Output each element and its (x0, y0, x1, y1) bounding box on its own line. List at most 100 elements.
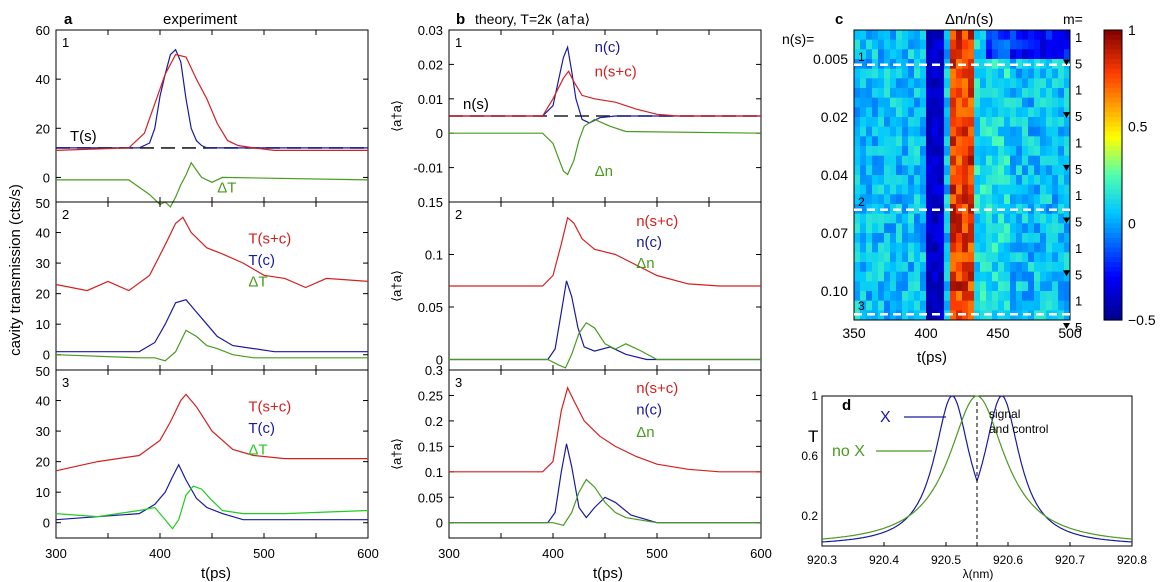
ytick-label-a3: 0 (43, 516, 50, 531)
heatmap-cell (1046, 213, 1053, 224)
heatmap-cell (938, 136, 945, 147)
heatmap-cell (896, 126, 903, 137)
heatmap-cell (938, 262, 945, 273)
heatmap-cell (938, 291, 945, 302)
heatmap-cell (938, 126, 945, 137)
heatmap-cell (938, 39, 945, 50)
heatmap-cell (1004, 68, 1011, 79)
heatmap-cell (986, 184, 993, 195)
heatmap-cell (944, 39, 951, 50)
heatmap-cell (896, 136, 903, 147)
heatmap-cell (992, 39, 999, 50)
heatmap-cell (938, 223, 945, 234)
heatmap-cell (932, 39, 939, 50)
heatmap-cell (896, 213, 903, 224)
heatmap-cell (860, 271, 867, 282)
heatmap-cell (1064, 97, 1071, 108)
colorbar-cell (1104, 271, 1122, 278)
heatmap-cell (1028, 175, 1035, 186)
heatmap-cell (1004, 291, 1011, 302)
heatmap-cell (860, 242, 867, 253)
heatmap-cell (896, 97, 903, 108)
heatmap-cell (1046, 117, 1053, 128)
ytick-label-b1: 0 (436, 126, 443, 141)
heatmap-cell (968, 97, 975, 108)
heatmap-cell (944, 68, 951, 79)
heatmap-cell (962, 262, 969, 273)
series-line-a2 (56, 299, 368, 353)
ytick-label-a2: 30 (36, 256, 50, 271)
heatmap-cell (1058, 242, 1065, 253)
panel-d-xtick-label: 920.3 (807, 553, 837, 567)
ytick-label-b2: 0 (436, 353, 443, 368)
heatmap-cell (992, 223, 999, 234)
heatmap-cell (962, 271, 969, 282)
heatmap-cell (884, 213, 891, 224)
heatmap-cell (1064, 271, 1071, 282)
heatmap-cell (1004, 146, 1011, 157)
heatmap-cell (932, 97, 939, 108)
heatmap-cell (980, 146, 987, 157)
heatmap-cell (854, 175, 861, 186)
heatmap-cell (872, 107, 879, 118)
heatmap-cell (968, 88, 975, 99)
heatmap-cell (1064, 291, 1071, 302)
heatmap-cell (890, 184, 897, 195)
heatmap-cell (854, 262, 861, 273)
heatmap-cell (998, 97, 1005, 108)
ylabel-b2: ⟨a†a⟩ (389, 270, 404, 302)
heatmap-cell (926, 223, 933, 234)
heatmap-cell (968, 300, 975, 311)
heatmap-cell (866, 262, 873, 273)
heatmap-cell (1058, 271, 1065, 282)
heatmap-cell (950, 223, 957, 234)
heatmap-cell (944, 175, 951, 186)
heatmap-cell (950, 213, 957, 224)
heatmap-cell (926, 146, 933, 157)
colorbar-cell (1104, 213, 1122, 220)
heatmap-cell (1058, 281, 1065, 292)
series-label-a2: ΔT (248, 273, 267, 290)
heatmap-cell (908, 281, 915, 292)
heatmap-cell (866, 126, 873, 137)
heatmap-cell (896, 165, 903, 176)
heatmap-cell (1028, 97, 1035, 108)
heatmap-cell (1046, 126, 1053, 137)
heatmap-cell (1010, 271, 1017, 282)
heatmap-cell (932, 291, 939, 302)
heatmap-cell (986, 146, 993, 157)
colorbar-cell (1104, 184, 1122, 191)
heatmap-cell (1040, 213, 1047, 224)
heatmap-cell (998, 155, 1005, 166)
heatmap-cell (890, 252, 897, 263)
heatmap-cell (890, 30, 897, 41)
heatmap-cell (878, 165, 885, 176)
heatmap-cell (914, 165, 921, 176)
heatmap-cell (890, 136, 897, 147)
heatmap-cell (962, 117, 969, 128)
heatmap-cell (962, 88, 969, 99)
heatmap-row-label: 0.10 (821, 283, 848, 299)
heatmap-cell (1058, 39, 1065, 50)
heatmap-cell (944, 213, 951, 224)
heatmap-cell (1004, 252, 1011, 263)
heatmap-cell (1028, 59, 1035, 70)
heatmap-cell (896, 117, 903, 128)
series-line-a2 (55, 216, 369, 292)
heatmap-cell (896, 30, 903, 41)
heatmap-cell (920, 194, 927, 205)
heatmap-cell (860, 262, 867, 273)
ytick-label-a2: 0 (43, 348, 50, 363)
heatmap-cell (1064, 146, 1071, 157)
colorbar-cell (1104, 175, 1122, 181)
heatmap-cell (950, 300, 957, 311)
heatmap-cell (866, 49, 873, 60)
heatmap-cell (866, 291, 873, 302)
heatmap-cell (896, 39, 903, 50)
colorbar-cell (1104, 121, 1122, 128)
panel-a-ylabel: cavity transmission (cts/s) (7, 184, 24, 356)
heatmap-cell (968, 262, 975, 273)
heatmap-cell (1022, 223, 1029, 234)
heatmap-cell (878, 223, 885, 234)
heatmap-cell (1004, 242, 1011, 253)
